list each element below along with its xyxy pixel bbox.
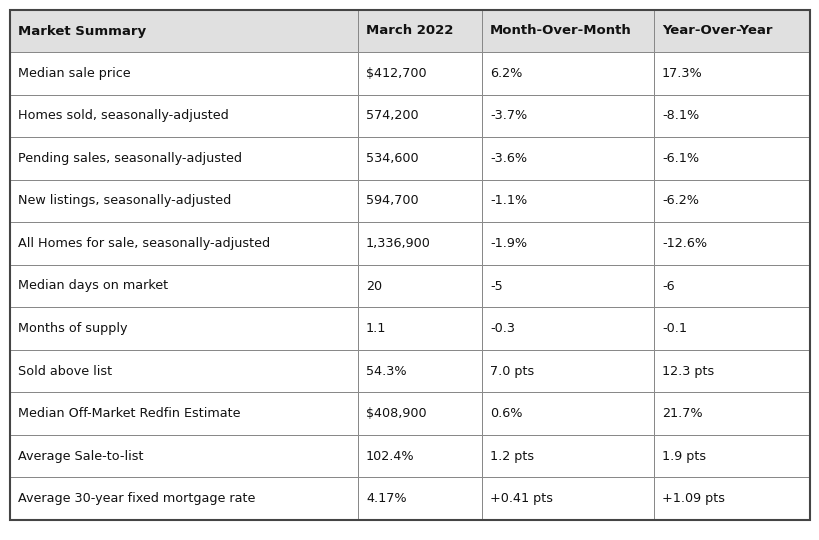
Text: -0.1: -0.1	[661, 322, 686, 335]
Bar	[10, 265, 358, 307]
Text: -1.1%: -1.1%	[490, 194, 527, 207]
Text: 102.4%: 102.4%	[365, 450, 414, 463]
Text: Months of supply: Months of supply	[18, 322, 127, 335]
Text: -1.9%: -1.9%	[490, 237, 527, 250]
Text: Year-Over-Year: Year-Over-Year	[661, 24, 771, 37]
Text: Average Sale-to-list: Average Sale-to-list	[18, 450, 143, 463]
Bar	[358, 393, 482, 435]
Bar	[10, 435, 358, 477]
Bar	[358, 137, 482, 180]
Text: 534,600: 534,600	[365, 152, 419, 165]
Text: 1,336,900: 1,336,900	[365, 237, 430, 250]
Bar	[482, 222, 654, 265]
Text: 17.3%: 17.3%	[661, 67, 702, 80]
Bar	[482, 94, 654, 137]
Text: -3.6%: -3.6%	[490, 152, 527, 165]
Bar	[654, 180, 809, 222]
Bar	[358, 94, 482, 137]
Bar	[10, 350, 358, 393]
Bar	[482, 137, 654, 180]
Text: 12.3 pts: 12.3 pts	[661, 364, 713, 377]
Text: Pending sales, seasonally-adjusted: Pending sales, seasonally-adjusted	[18, 152, 242, 165]
Bar	[10, 94, 358, 137]
Bar	[358, 180, 482, 222]
Bar	[10, 10, 358, 52]
Text: 54.3%: 54.3%	[365, 364, 406, 377]
Bar	[482, 350, 654, 393]
Text: -3.7%: -3.7%	[490, 109, 527, 123]
Bar	[654, 52, 809, 94]
Text: $408,900: $408,900	[365, 407, 426, 420]
Bar	[10, 393, 358, 435]
Bar	[654, 137, 809, 180]
Bar	[358, 222, 482, 265]
Bar	[654, 307, 809, 350]
Bar	[654, 94, 809, 137]
Bar	[654, 10, 809, 52]
Bar	[654, 222, 809, 265]
Bar	[10, 477, 358, 520]
Text: Homes sold, seasonally-adjusted: Homes sold, seasonally-adjusted	[18, 109, 229, 123]
Text: Market Summary: Market Summary	[18, 24, 146, 37]
Text: Median sale price: Median sale price	[18, 67, 130, 80]
Bar	[654, 350, 809, 393]
Text: 7.0 pts: 7.0 pts	[490, 364, 534, 377]
Text: $412,700: $412,700	[365, 67, 426, 80]
Bar	[482, 180, 654, 222]
Text: March 2022: March 2022	[365, 24, 453, 37]
Bar	[10, 52, 358, 94]
Bar	[654, 265, 809, 307]
Bar	[358, 477, 482, 520]
Text: -6: -6	[661, 280, 674, 293]
Text: 594,700: 594,700	[365, 194, 419, 207]
Bar	[482, 477, 654, 520]
Text: 1.2 pts: 1.2 pts	[490, 450, 533, 463]
Text: 6.2%: 6.2%	[490, 67, 522, 80]
Bar	[482, 393, 654, 435]
Bar	[654, 435, 809, 477]
Text: -12.6%: -12.6%	[661, 237, 706, 250]
Bar	[10, 222, 358, 265]
Bar	[358, 435, 482, 477]
Text: -0.3: -0.3	[490, 322, 514, 335]
Text: 574,200: 574,200	[365, 109, 419, 123]
Text: +1.09 pts: +1.09 pts	[661, 492, 724, 505]
Text: Sold above list: Sold above list	[18, 364, 112, 377]
Text: 1.9 pts: 1.9 pts	[661, 450, 705, 463]
Text: +0.41 pts: +0.41 pts	[490, 492, 552, 505]
Text: All Homes for sale, seasonally-adjusted: All Homes for sale, seasonally-adjusted	[18, 237, 269, 250]
Text: Month-Over-Month: Month-Over-Month	[490, 24, 631, 37]
Text: 21.7%: 21.7%	[661, 407, 702, 420]
Bar	[358, 350, 482, 393]
Text: New listings, seasonally-adjusted: New listings, seasonally-adjusted	[18, 194, 231, 207]
Text: 4.17%: 4.17%	[365, 492, 406, 505]
Bar	[482, 52, 654, 94]
Text: 0.6%: 0.6%	[490, 407, 522, 420]
Text: Average 30-year fixed mortgage rate: Average 30-year fixed mortgage rate	[18, 492, 255, 505]
Text: Median days on market: Median days on market	[18, 280, 168, 293]
Bar	[654, 393, 809, 435]
Bar	[358, 10, 482, 52]
Bar	[358, 265, 482, 307]
Bar	[654, 477, 809, 520]
Bar	[482, 265, 654, 307]
Bar	[358, 52, 482, 94]
Text: Median Off-Market Redfin Estimate: Median Off-Market Redfin Estimate	[18, 407, 240, 420]
Bar	[10, 180, 358, 222]
Bar	[482, 435, 654, 477]
Bar	[10, 137, 358, 180]
Bar	[482, 307, 654, 350]
Text: -8.1%: -8.1%	[661, 109, 699, 123]
Bar	[482, 10, 654, 52]
Bar	[358, 307, 482, 350]
Text: -6.1%: -6.1%	[661, 152, 699, 165]
Text: -6.2%: -6.2%	[661, 194, 698, 207]
Text: -5: -5	[490, 280, 502, 293]
Text: 1.1: 1.1	[365, 322, 386, 335]
Text: 20: 20	[365, 280, 382, 293]
Bar	[10, 307, 358, 350]
